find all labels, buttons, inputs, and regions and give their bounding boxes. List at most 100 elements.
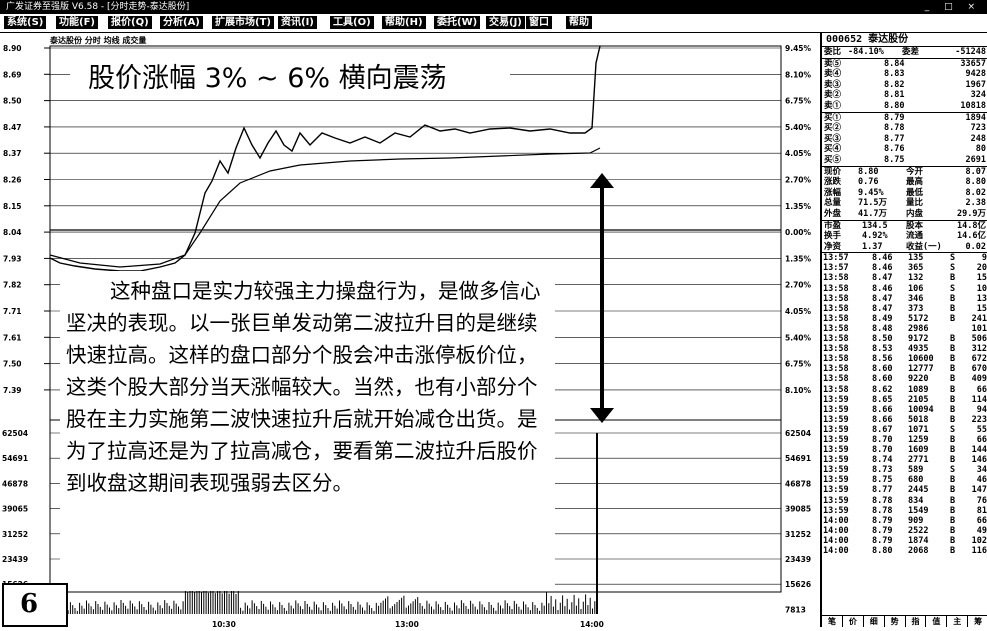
tick-time: 13:59 (823, 414, 849, 425)
menu-item-8[interactable]: 委托(W) (434, 16, 481, 29)
menu-item-5[interactable]: 资讯(I) (278, 16, 317, 29)
menu-item-7[interactable]: 帮助(H) (382, 16, 426, 29)
tick-row: 13:58 8.60 9220 B 409 (822, 374, 987, 384)
stat-label: 总量 (824, 198, 842, 209)
ask-volume: 9428 (965, 69, 986, 80)
stat-label: 现价 (824, 166, 842, 177)
tick-volume: 5172 (908, 313, 929, 324)
volume-tick-label-right: 31252 (785, 530, 811, 539)
volume-tick-label: 23439 (2, 555, 28, 564)
tick-row: 13:58 8.62 1089 B 66 (822, 385, 987, 395)
tick-volume: 373 (908, 303, 924, 314)
tick-row: 13:58 8.49 5172 B 241 (822, 314, 987, 324)
tick-count: 81 (976, 505, 987, 516)
tick-row: 13:59 8.78 834 B 76 (822, 496, 987, 506)
tick-side: S (950, 283, 956, 294)
tick-volume: 10094 (908, 404, 934, 415)
time-label: 14:00 (580, 620, 604, 627)
bid-price: 8.75 (884, 154, 905, 165)
ask-price: 8.80 (884, 100, 905, 111)
stat-value-2: 2.38 (965, 198, 986, 209)
tick-price: 8.79 (872, 525, 893, 536)
quote-tab-7[interactable]: 筹 (968, 616, 987, 627)
price-tick-label: 7.39 (3, 386, 22, 395)
tick-count: 102 (971, 535, 987, 546)
stat-value-2: 8.80 (965, 177, 986, 188)
tick-price: 8.80 (872, 546, 893, 556)
stat-row: 净资 1.37 收益(一) 0.02 (822, 242, 987, 253)
quote-tab-1[interactable]: 价 (843, 616, 864, 627)
percent-tick-label: 4.05% (785, 149, 812, 158)
tick-row: 13:58 8.53 4935 B 312 (822, 344, 987, 354)
tick-price: 8.56 (872, 354, 893, 365)
menu-item-11[interactable]: 帮助 (566, 16, 592, 29)
tick-count: 312 (971, 344, 987, 355)
bid-label: 买② (824, 123, 842, 134)
bid-label: 买③ (824, 133, 842, 144)
tick-price: 8.77 (872, 485, 893, 496)
tick-price: 8.48 (872, 323, 893, 334)
menu-item-9[interactable]: 交易(J) (486, 16, 525, 29)
price-tick-label: 8.04 (3, 228, 22, 237)
stat-value-2: 8.02 (965, 187, 986, 198)
menu-item-4[interactable]: 扩展市场(T) (212, 16, 274, 29)
quote-tab-6[interactable]: 主 (947, 616, 969, 627)
tick-volume: 1071 (908, 424, 929, 435)
quote-tab-3[interactable]: 势 (885, 616, 906, 627)
percent-tick-label: 6.75% (785, 360, 812, 369)
quote-tab-0[interactable]: 笔 (822, 616, 843, 627)
quote-tab-5[interactable]: 值 (926, 616, 948, 627)
volume-tick-label-right: 46878 (785, 479, 811, 488)
menu-item-1[interactable]: 功能(F) (56, 16, 98, 29)
tick-price: 8.79 (872, 515, 893, 526)
quote-tab-4[interactable]: 指 (906, 616, 927, 627)
tick-time: 13:59 (823, 485, 849, 496)
tick-side: B (950, 384, 956, 395)
stat-value-2: 0.02 (965, 241, 986, 252)
tick-row: 13:58 8.56 10600 B 672 (822, 354, 987, 364)
menu-item-0[interactable]: 系统(S) (4, 16, 47, 29)
tick-price: 8.65 (872, 394, 893, 405)
menu-item-10[interactable]: 窗口 (526, 16, 552, 29)
tick-side: B (950, 434, 956, 445)
tick-side: B (950, 374, 956, 385)
quote-tab-2[interactable]: 细 (864, 616, 885, 627)
tick-volume: 2986 (908, 323, 929, 334)
tick-price: 8.78 (872, 505, 893, 516)
tick-price: 8.60 (872, 364, 893, 375)
tick-price: 8.60 (872, 374, 893, 385)
stat-value: 134.5 (862, 220, 888, 231)
menu-item-2[interactable]: 报价(Q) (108, 16, 152, 29)
price-axis: 8.90 8.69 8.50 8.47 8.37 8.26 8.15 8.04 7.93 7.82… (3, 44, 50, 395)
stat-label: 换手 (824, 231, 842, 242)
tick-price: 8.79 (872, 535, 893, 546)
tick-time: 13:58 (823, 374, 849, 385)
tick-list[interactable]: 13:57 8.46 135 S 9 13:57 8.46 365 S 20 13:58 8.47 13… (822, 253, 987, 556)
tick-row: 13:58 8.47 346 B 13 (822, 294, 987, 304)
tick-side: S (950, 263, 956, 274)
tick-side: B (950, 445, 956, 456)
bid-row: 买② 8.78 723 (822, 123, 987, 134)
tick-row: 13:57 8.46 365 S 20 (822, 263, 987, 273)
tick-volume: 5018 (908, 414, 929, 425)
tick-volume: 132 (908, 273, 924, 284)
tick-price: 8.47 (872, 273, 893, 284)
bid-price: 8.77 (884, 133, 905, 144)
tick-time: 14:00 (823, 546, 849, 556)
volume-tick-label-right: 62504 (785, 429, 811, 438)
tick-time: 13:59 (823, 455, 849, 466)
tick-time: 13:57 (823, 253, 849, 264)
tick-price: 8.53 (872, 344, 893, 355)
tick-row: 13:57 8.46 135 S 9 (822, 253, 987, 263)
percent-tick-label: 0.00% (785, 228, 812, 237)
stat-value: 4.92% (862, 231, 888, 242)
menu-item-6[interactable]: 工具(O) (330, 16, 374, 29)
window-controls[interactable]: _ □ × (924, 2, 981, 12)
volume-tick-label-right: 54691 (785, 454, 811, 463)
volume-tick-label-right: 15626 (785, 580, 811, 589)
stat-value: 41.7万 (858, 208, 887, 219)
tick-count: 223 (971, 414, 987, 425)
tick-count: 66 (976, 515, 987, 526)
stat-row: 涨跌 0.76 最高 8.80 (822, 177, 987, 188)
menu-item-3[interactable]: 分析(A) (160, 16, 203, 29)
